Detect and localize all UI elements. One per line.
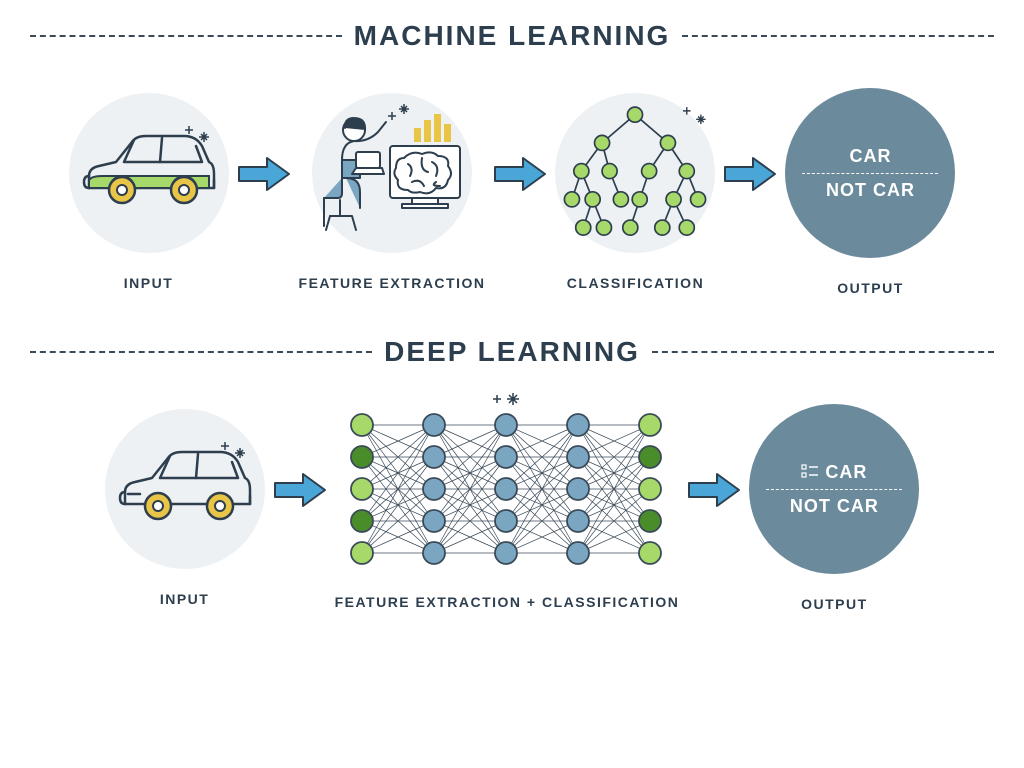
checklist-icon: [801, 463, 819, 481]
ml-step-input: INPUT: [69, 93, 229, 291]
dl-step-input: INPUT: [105, 409, 265, 607]
dl-step-output: CAR NOT CAR OUTPUT: [749, 404, 919, 612]
output-divider: [766, 489, 902, 490]
ml-step-feature: FEATURE EXTRACTION: [299, 93, 486, 291]
arrow-icon: [723, 156, 777, 192]
arrow: [723, 156, 777, 228]
dl-output-circle: CAR NOT CAR: [749, 404, 919, 574]
arrow-icon: [237, 156, 291, 192]
feature-icon-bg: [312, 93, 472, 253]
ml-label-input: INPUT: [124, 275, 174, 291]
output-top: CAR: [825, 462, 867, 483]
dash-right: [682, 35, 994, 37]
dl-label-output: OUTPUT: [801, 596, 868, 612]
ml-label-feature: FEATURE EXTRACTION: [299, 275, 486, 291]
ml-label-class: CLASSIFICATION: [567, 275, 704, 291]
ml-flow: INPUT: [30, 88, 994, 296]
dl-step-nn: FEATURE EXTRACTION + CLASSIFICATION: [335, 407, 680, 610]
ml-section: MACHINE LEARNING: [30, 20, 994, 296]
decision-tree-icon: [555, 93, 715, 253]
neural-network-icon: [342, 407, 672, 567]
arrow-icon: [687, 472, 741, 508]
dl-title: DEEP LEARNING: [384, 336, 640, 368]
dl-header: DEEP LEARNING: [30, 336, 994, 368]
sparkle-icon: [487, 389, 527, 419]
ml-step-classification: CLASSIFICATION: [555, 93, 715, 291]
output-bottom: NOT CAR: [790, 496, 879, 517]
dl-label-nn: FEATURE EXTRACTION + CLASSIFICATION: [335, 594, 680, 610]
feature-extraction-icon: [312, 98, 472, 248]
ml-output-circle: CAR NOT CAR: [785, 88, 955, 258]
arrow: [273, 472, 327, 544]
output-top: CAR: [849, 146, 891, 167]
nn-icon-wrap: [342, 407, 672, 572]
ml-title: MACHINE LEARNING: [354, 20, 671, 52]
ml-header: MACHINE LEARNING: [30, 20, 994, 52]
dash-left: [30, 35, 342, 37]
dash-left: [30, 351, 372, 353]
output-divider: [802, 173, 938, 174]
arrow: [493, 156, 547, 228]
tree-icon-bg: [555, 93, 715, 253]
dl-section: DEEP LEARNING: [30, 336, 994, 612]
dl-label-input: INPUT: [160, 591, 210, 607]
car-icon-bg: [69, 93, 229, 253]
arrow: [687, 472, 741, 544]
ml-step-output: CAR NOT CAR OUTPUT: [785, 88, 955, 296]
car-icon-bg: [105, 409, 265, 569]
car-icon: [74, 118, 224, 228]
arrow-icon: [493, 156, 547, 192]
ml-label-output: OUTPUT: [837, 280, 904, 296]
output-bottom: NOT CAR: [826, 180, 915, 201]
car-icon: [110, 434, 260, 544]
arrow-icon: [273, 472, 327, 508]
dl-flow: INPUT FEATURE EXTRACTION + CLASSIFICATIO…: [30, 404, 994, 612]
arrow: [237, 156, 291, 228]
dash-right: [652, 351, 994, 353]
